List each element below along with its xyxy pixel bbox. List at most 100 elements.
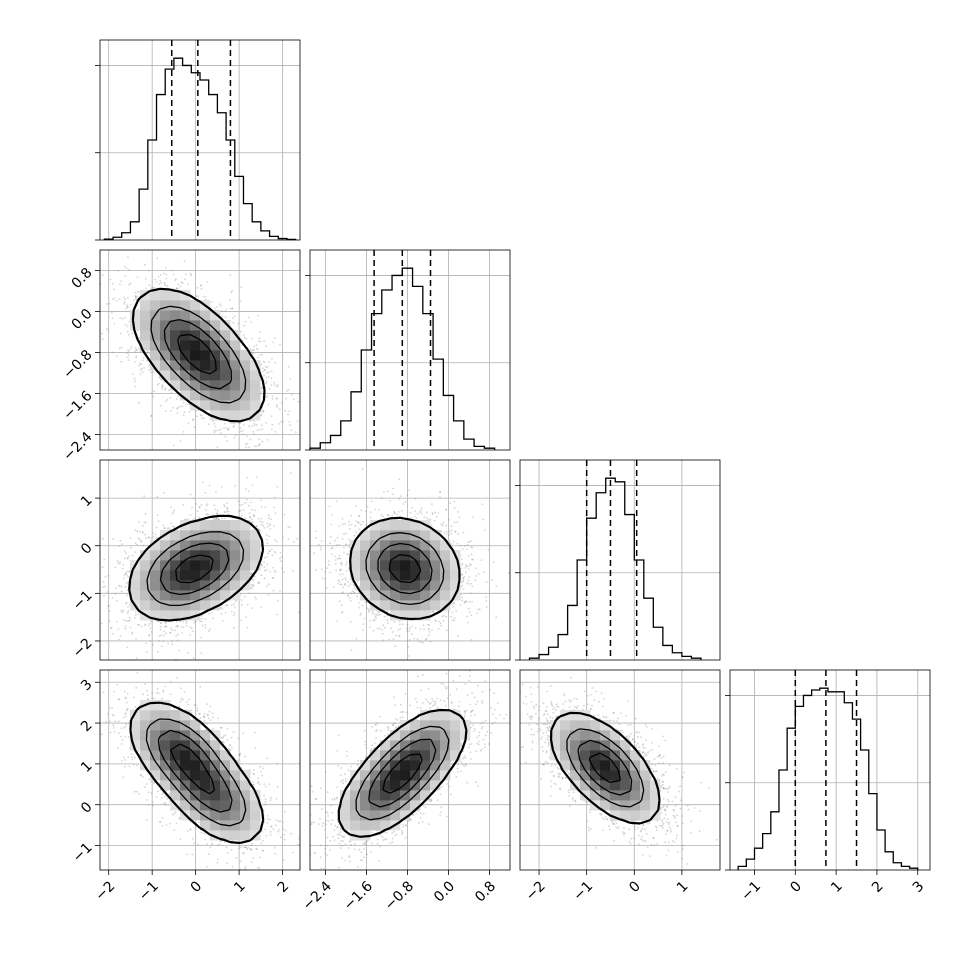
scatter-point	[123, 296, 125, 299]
scatter-point	[120, 360, 123, 363]
scatter-point	[251, 607, 254, 609]
scatter-point	[254, 596, 256, 599]
scatter-point	[213, 422, 216, 425]
scatter-point	[227, 510, 230, 513]
scatter-point	[192, 497, 195, 500]
density-cell	[160, 290, 171, 301]
scatter-point	[210, 611, 213, 614]
scatter-point	[118, 298, 121, 300]
scatter-point	[110, 627, 112, 630]
scatter-point	[131, 632, 134, 635]
scatter-point	[201, 417, 203, 420]
scatter-point	[138, 521, 140, 523]
scatter-point	[268, 514, 270, 517]
density-cell	[150, 360, 161, 371]
scatter-point	[121, 611, 123, 613]
scatter-point	[179, 440, 182, 442]
scatter-point	[189, 272, 192, 275]
scatter-point	[256, 347, 258, 350]
scatter-point	[166, 466, 168, 468]
scatter-point	[256, 445, 259, 448]
scatter-point	[264, 365, 267, 368]
scatter-point	[164, 281, 166, 284]
scatter-point	[260, 499, 262, 502]
scatter-point	[221, 315, 224, 318]
scatter-point	[260, 517, 263, 520]
scatter-point	[143, 521, 146, 524]
scatter-point	[112, 538, 114, 541]
density-cell	[180, 380, 191, 391]
scatter-point	[198, 506, 201, 509]
scatter-point	[251, 587, 253, 589]
density-cell	[210, 410, 221, 421]
contour-level-0	[131, 287, 266, 423]
scatter-point	[108, 302, 111, 305]
scatter-point	[242, 334, 245, 336]
scatter-point	[264, 506, 267, 508]
scatter-point	[170, 627, 173, 630]
scatter-point	[117, 562, 119, 564]
density-cell	[230, 340, 241, 351]
density-cell	[160, 320, 171, 331]
density-cell	[200, 320, 211, 331]
scatter-point	[245, 337, 248, 340]
scatter-point	[181, 282, 184, 284]
scatter-point	[285, 390, 288, 392]
density-cell	[130, 310, 141, 321]
scatter-point	[257, 314, 259, 317]
scatter-point	[142, 544, 145, 547]
scatter-point	[260, 424, 263, 427]
scatter-point	[173, 509, 175, 512]
scatter-point	[120, 346, 123, 349]
scatter-point	[128, 269, 131, 271]
scatter-point	[261, 563, 263, 566]
scatter-point	[229, 307, 232, 310]
scatter-point	[195, 503, 198, 505]
scatter-point	[187, 283, 190, 286]
density-cell	[190, 370, 201, 381]
scatter-point	[240, 509, 242, 512]
scatter-point	[134, 529, 137, 531]
scatter-point	[185, 622, 188, 624]
hist-panel-2	[515, 459, 721, 661]
scatter-point	[290, 429, 293, 432]
scatter-point	[129, 537, 132, 539]
scatter-point	[89, 335, 91, 337]
scatter-point	[122, 618, 125, 621]
scatter-point	[265, 534, 268, 536]
scatter-point	[170, 410, 172, 412]
scatter-point	[127, 349, 129, 352]
density-cell	[170, 290, 181, 301]
scatter-point	[174, 279, 177, 281]
scatter-point	[151, 644, 154, 646]
scatter-point	[131, 554, 134, 557]
hist-outline-2	[528, 477, 702, 660]
scatter-point	[296, 537, 299, 540]
scatter-point	[157, 520, 160, 522]
scatter-point	[192, 657, 195, 659]
scatter-point	[146, 359, 149, 362]
scatter-point	[120, 609, 123, 612]
scatter-point	[232, 468, 234, 470]
scatter-point	[200, 636, 202, 639]
scatter-point	[270, 370, 273, 372]
scatter-point	[117, 269, 120, 272]
scatter-point	[249, 420, 252, 422]
density-cell	[200, 350, 211, 361]
scatter-point	[126, 620, 129, 622]
hist-frame-0	[99, 39, 301, 241]
scatter-point	[270, 415, 273, 417]
scatter-point	[150, 414, 153, 417]
scatter-point	[147, 536, 150, 539]
contour-level-3	[177, 333, 217, 375]
scatter-point	[140, 350, 143, 353]
scatter-point	[205, 504, 208, 507]
scatter-point	[258, 337, 261, 340]
scatter-point	[120, 280, 123, 282]
scatter-point	[177, 633, 180, 636]
scatter-point	[97, 603, 99, 605]
density-cell	[250, 400, 261, 411]
scatter-point	[132, 373, 134, 375]
scatter-point	[276, 385, 279, 388]
scatter-point	[139, 230, 141, 232]
